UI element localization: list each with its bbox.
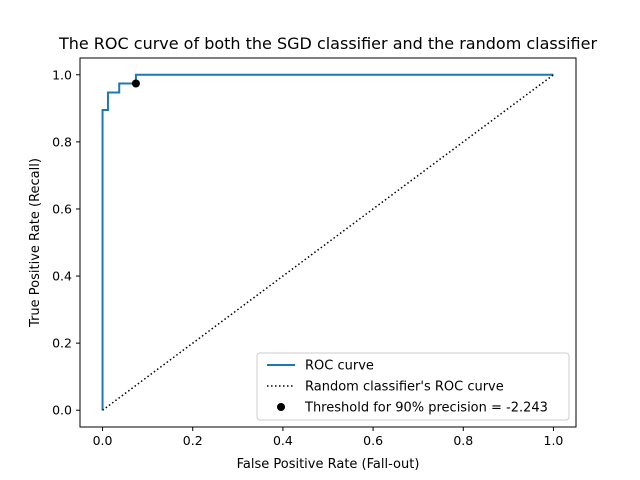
x-tick-label: 0.8 (453, 433, 473, 448)
legend: ROC curve Random classifier's ROC curve Th… (256, 352, 570, 421)
chart-title: The ROC curve of both the SGD classifier… (58, 34, 597, 53)
y-tick-label: 0.6 (52, 201, 72, 216)
y-tick-label: 0.8 (52, 134, 72, 149)
y-tick-label: 0.0 (52, 403, 72, 418)
x-axis-label: False Positive Rate (Fall-out) (237, 457, 420, 472)
threshold-point (131, 79, 140, 88)
x-tick-label: 0.0 (93, 433, 113, 448)
y-tick-label: 1.0 (52, 67, 72, 82)
y-tick-label: 0.2 (52, 336, 72, 351)
legend-label: Random classifier's ROC curve (305, 380, 504, 395)
plot-lines (101, 73, 554, 411)
axis-ticks: 0.0 0.2 0.4 0.6 0.8 1.0 0.0 0.2 0.4 0.6 0.8 1.0 (52, 67, 563, 448)
x-tick-label: 0.4 (273, 433, 293, 448)
roc-curve-line (101, 73, 554, 411)
legend-label: ROC curve (305, 359, 374, 374)
plot-frame (79, 57, 577, 428)
legend-marker (277, 403, 285, 411)
x-tick-label: 0.6 (363, 433, 383, 448)
x-tick-label: 1.0 (544, 433, 564, 448)
y-tick-label: 0.4 (52, 269, 72, 284)
y-axis-label: True Positive Rate (Recall) (28, 158, 43, 328)
legend-box (256, 352, 570, 421)
x-tick-label: 0.2 (183, 433, 203, 448)
random-classifier-line (102, 74, 554, 411)
legend-label: Threshold for 90% precision = -2.243 (304, 401, 548, 416)
